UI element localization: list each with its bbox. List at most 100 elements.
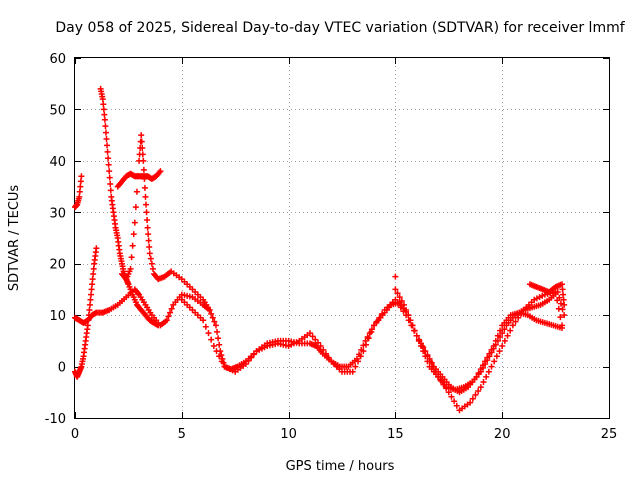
data-point: [209, 314, 216, 321]
data-point: [418, 343, 425, 349]
data-point: [208, 336, 215, 343]
data-point: [398, 298, 405, 304]
data-point: [211, 318, 218, 325]
data-point: [405, 312, 412, 319]
data-point: [559, 322, 566, 329]
data-point: [480, 379, 487, 385]
data-point: [86, 307, 93, 313]
data-point: [89, 276, 96, 283]
data-point: [560, 291, 567, 298]
data-point: [512, 318, 519, 325]
data-point: [146, 244, 153, 250]
x-tick-label: 25: [601, 427, 618, 442]
data-point: [561, 312, 568, 319]
data-point: [373, 318, 380, 325]
y-tick-label: 0: [58, 361, 66, 376]
data-point: [411, 327, 418, 334]
data-point: [488, 363, 495, 370]
data-point: [400, 301, 407, 308]
data-point: [101, 116, 108, 123]
data-point: [352, 363, 359, 370]
data-point: [143, 201, 150, 208]
data-point: [104, 148, 111, 155]
data-point: [376, 314, 383, 321]
series-track-i: [526, 281, 568, 308]
data-point: [392, 273, 399, 280]
data-point: [140, 166, 147, 173]
data-point: [76, 188, 83, 195]
data-point: [218, 358, 225, 365]
y-tick-label: 40: [49, 155, 66, 170]
data-point: [107, 187, 114, 194]
data-point: [407, 317, 414, 324]
data-point: [320, 346, 327, 353]
data-point: [142, 193, 149, 200]
data-point: [559, 286, 566, 293]
y-tick-label: 20: [49, 258, 66, 273]
data-point: [349, 368, 356, 375]
data-point: [475, 388, 482, 394]
data-point: [504, 332, 511, 339]
data-point: [392, 296, 399, 303]
data-point: [144, 217, 151, 223]
data-point: [448, 393, 455, 400]
series-track-a: [72, 173, 85, 211]
data-point: [89, 281, 96, 288]
data-point: [499, 343, 506, 349]
data-point: [467, 399, 474, 406]
data-point: [365, 335, 372, 342]
data-point: [149, 265, 156, 272]
data-point: [403, 307, 410, 313]
x-tick-label: 20: [494, 427, 511, 442]
data-point: [212, 322, 219, 329]
y-tick-label: 10: [49, 309, 66, 324]
data-point: [250, 351, 257, 358]
data-point: [129, 242, 136, 249]
data-point: [210, 343, 217, 349]
data-point: [157, 168, 164, 175]
data-point: [133, 188, 140, 195]
data-point: [557, 314, 564, 321]
y-tick-label: 50: [49, 103, 66, 118]
data-point: [322, 350, 329, 357]
data-point: [314, 339, 321, 346]
data-point: [312, 336, 319, 343]
data-point: [371, 322, 378, 329]
data-point: [216, 341, 223, 348]
data-point: [213, 348, 220, 355]
data-point: [477, 368, 484, 375]
data-point: [397, 304, 404, 311]
data-point: [139, 151, 146, 158]
data-point: [90, 271, 97, 277]
data-point: [141, 175, 148, 182]
data-point: [415, 337, 422, 344]
data-point: [501, 337, 508, 344]
data-point: [205, 330, 212, 337]
data-point: [488, 349, 495, 356]
data-point: [483, 373, 490, 380]
data-point: [163, 317, 170, 324]
data-point: [492, 341, 499, 348]
data-point: [557, 300, 564, 307]
data-point: [88, 291, 95, 298]
tick-layer: 0 5 10 15 20 25 -10 0 10 20 30 40 50 60: [45, 52, 618, 442]
data-point: [84, 322, 91, 329]
data-point: [101, 111, 108, 118]
data-point: [394, 290, 401, 297]
data-point: [499, 330, 506, 337]
data-point: [469, 395, 476, 402]
data-point: [77, 183, 84, 190]
data-point: [491, 358, 498, 365]
data-point: [167, 309, 174, 316]
data-point: [424, 358, 431, 365]
x-tick-label: 5: [178, 427, 186, 442]
chart-title: Day 058 of 2025, Sidereal Day-to-day VTE…: [55, 20, 625, 36]
x-tick-label: 15: [387, 427, 404, 442]
y-tick-label: 30: [49, 206, 66, 221]
data-point: [128, 254, 135, 261]
data-point: [76, 193, 83, 200]
data-point: [559, 306, 566, 313]
data-point: [360, 348, 367, 355]
data-point: [396, 294, 403, 301]
